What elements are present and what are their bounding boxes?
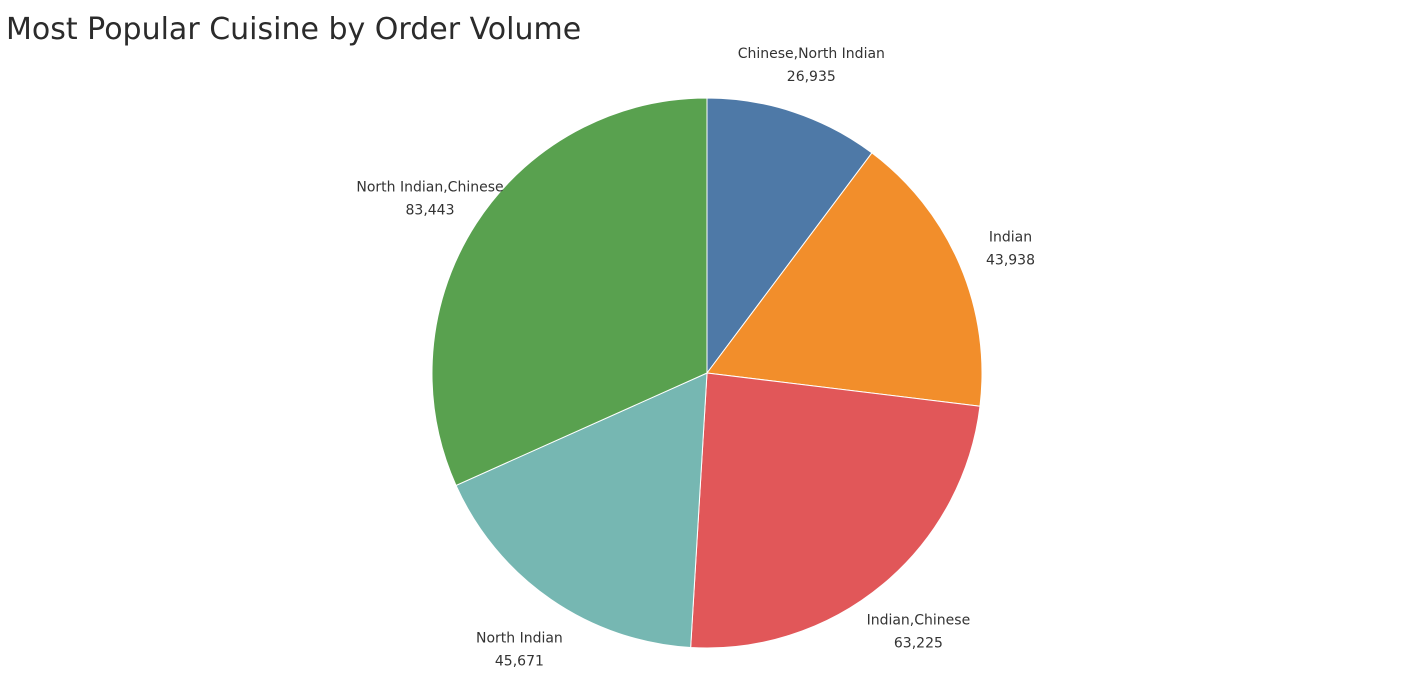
slice-label-north-indian: North Indian bbox=[476, 631, 563, 647]
pie-slice-north-indian[interactable] bbox=[455, 372, 708, 649]
chart-title: Most Popular Cuisine by Order Volume bbox=[6, 12, 582, 47]
slice-value-indian-chinese: 63,225 bbox=[894, 635, 943, 651]
slice-label-chinese-north-indian: Chinese,North Indian bbox=[738, 46, 885, 62]
slice-value-indian: 43,938 bbox=[986, 253, 1035, 269]
pie-slice-north-indian-chinese[interactable] bbox=[431, 97, 708, 487]
slice-value-north-indian: 45,671 bbox=[495, 654, 544, 670]
pie-labels: Chinese,North Indian 26,935 Indian 43,938 In… bbox=[356, 46, 1035, 670]
slice-label-indian: Indian bbox=[989, 230, 1032, 246]
slice-value-north-indian-chinese: 83,443 bbox=[406, 203, 455, 219]
pie-slice-indian[interactable] bbox=[706, 152, 983, 407]
pie-slice-indian-chinese[interactable] bbox=[690, 372, 981, 649]
slice-label-indian-chinese: Indian,Chinese bbox=[867, 612, 971, 628]
slice-label-north-indian-chinese: North Indian,Chinese bbox=[356, 180, 503, 196]
pie-slices bbox=[431, 97, 983, 649]
slice-value-chinese-north-indian: 26,935 bbox=[787, 69, 836, 85]
pie-slice-chinese-north-indian[interactable] bbox=[706, 97, 873, 375]
